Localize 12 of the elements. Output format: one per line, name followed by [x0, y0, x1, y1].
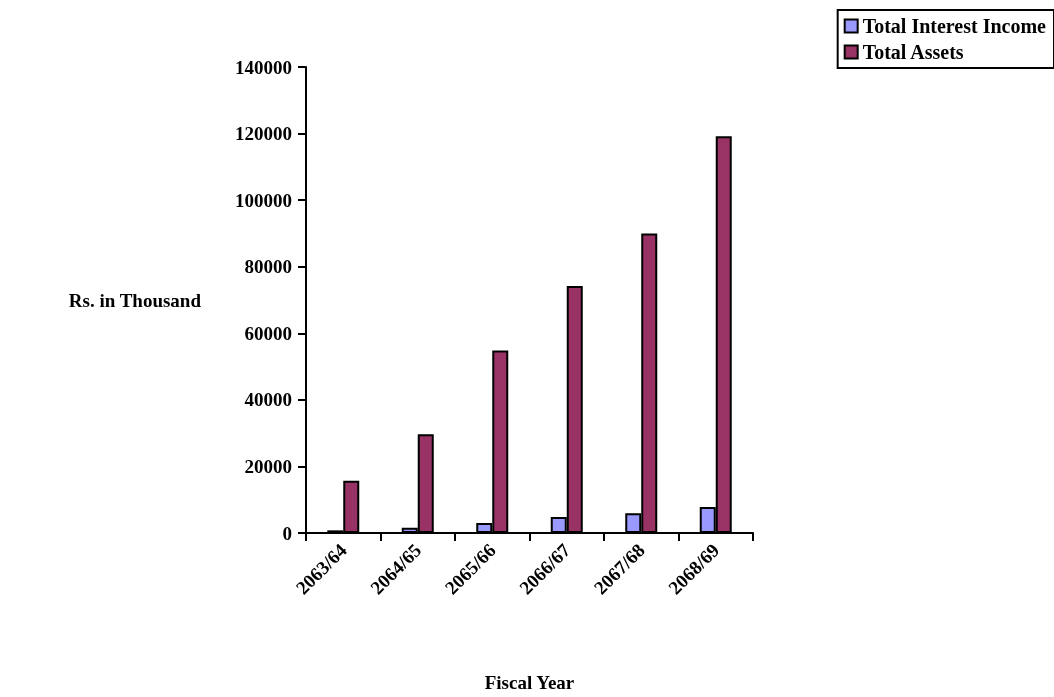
y-tick-label: 80000	[244, 256, 292, 278]
y-axis-title: Rs. in Thousand	[68, 289, 202, 311]
legend-label: Total Assets	[862, 41, 964, 63]
y-tick-label: 60000	[244, 322, 292, 344]
y-tick-label: 0	[282, 522, 292, 544]
x-axis-title: Fiscal Year	[484, 672, 575, 693]
y-tick-label: 120000	[235, 123, 292, 145]
y-tick-label: 140000	[235, 56, 292, 78]
y-tick-label: 20000	[244, 455, 292, 477]
y-tick-label: 100000	[235, 189, 292, 211]
y-tick-label: 40000	[244, 389, 292, 411]
legend-label: Total Interest Income	[862, 15, 1047, 37]
